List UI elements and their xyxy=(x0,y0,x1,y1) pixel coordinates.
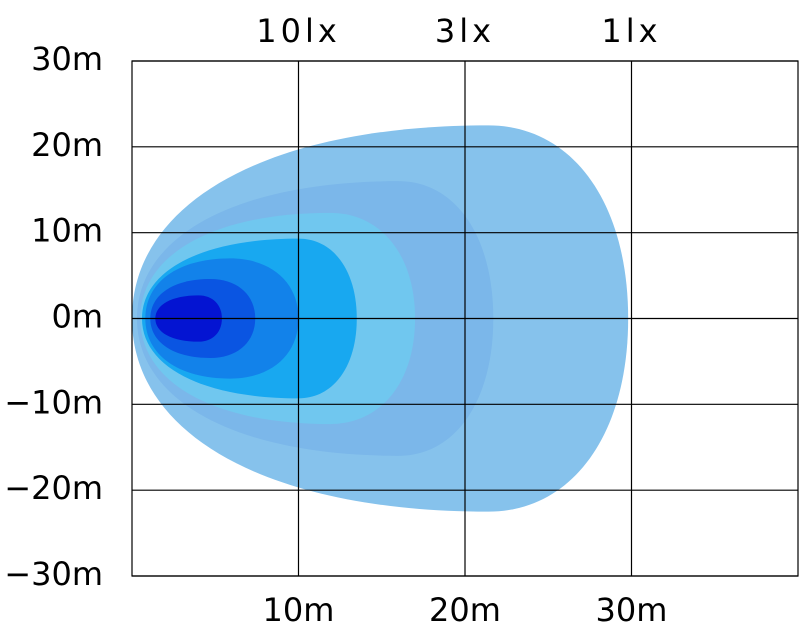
y-tick-label: −20m xyxy=(4,469,103,507)
x-tick-label: 20m xyxy=(429,591,501,629)
y-tick-label: 0m xyxy=(51,298,103,336)
y-tick-label: 20m xyxy=(31,126,103,164)
y-tick-label: −10m xyxy=(4,383,103,421)
top-tick-label: 1lx xyxy=(601,12,661,50)
y-tick-label: 10m xyxy=(31,212,103,250)
top-tick-label: 10lx xyxy=(256,12,341,50)
x-tick-label: 10m xyxy=(263,591,335,629)
top-tick-label: 3lx xyxy=(435,12,495,50)
y-tick-label: −30m xyxy=(4,555,103,593)
y-tick-label: 30m xyxy=(31,40,103,78)
x-tick-label: 30m xyxy=(596,591,668,629)
